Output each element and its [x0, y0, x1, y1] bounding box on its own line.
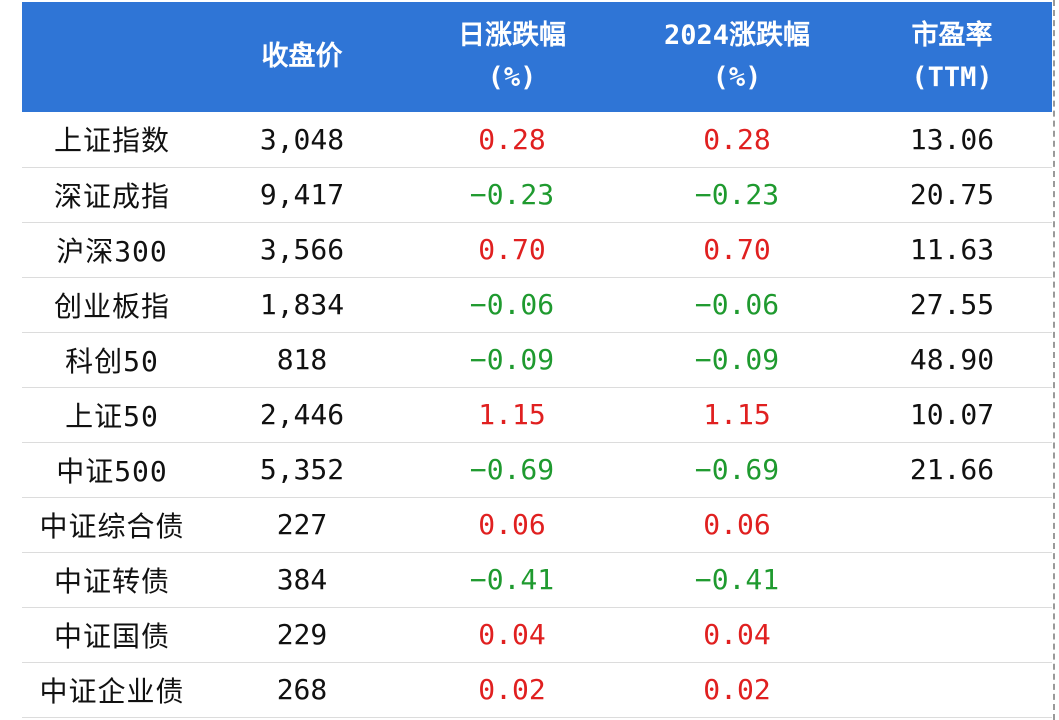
- daily-change-cell: 0.02: [478, 673, 546, 706]
- header-ytd-change: 2024涨跌幅 (%): [622, 2, 852, 112]
- close-price-cell: 384: [276, 563, 328, 596]
- close-price-cell: 1,834: [259, 288, 345, 321]
- close-price-cell: 5,352: [259, 453, 345, 486]
- daily-change-cell: 0.06: [478, 508, 546, 541]
- close-price-cell: 268: [276, 673, 328, 706]
- index-name-cell: 中证综合债: [39, 509, 185, 543]
- close-price-cell: 9,417: [259, 178, 345, 211]
- table-row: 上证50 2,446 1.15 1.15 10.07: [22, 387, 1052, 442]
- header-close-label: 收盘价: [261, 41, 343, 73]
- ytd-change-cell: −0.69: [694, 453, 780, 486]
- ytd-change-cell: 0.06: [703, 508, 771, 541]
- pe-ratio-cell: [852, 552, 1052, 607]
- pe-ratio-cell: 13.06: [909, 122, 995, 156]
- header-ytd-unit: (%): [712, 62, 762, 93]
- table-body: 上证指数 3,048 0.28 0.28 13.06 深证成指 9,417 −0…: [22, 112, 1052, 717]
- table-row: 深证成指 9,417 −0.23 −0.23 20.75: [22, 167, 1052, 222]
- market-index-table-container: 收盘价 日涨跌幅 (%) 2024涨跌幅 (%) 市盈率 (TTM) 上证指数: [22, 2, 1052, 718]
- index-name-cell: 中证国债: [53, 619, 170, 653]
- header-row: 收盘价 日涨跌幅 (%) 2024涨跌幅 (%) 市盈率 (TTM): [22, 2, 1052, 112]
- daily-change-cell: −0.23: [469, 178, 555, 211]
- header-close-price: 收盘价: [202, 2, 402, 112]
- header-daily-change: 日涨跌幅 (%): [402, 2, 622, 112]
- index-name-cell: 创业板指: [53, 289, 170, 323]
- pe-ratio-cell: 20.75: [909, 178, 995, 211]
- pe-ratio-cell: 21.66: [909, 453, 995, 486]
- header-ytd-label: 2024涨跌幅: [663, 20, 811, 52]
- table-row: 上证指数 3,048 0.28 0.28 13.06: [22, 112, 1052, 167]
- index-name-cell: 中证转债: [53, 564, 170, 598]
- ytd-change-cell: −0.23: [694, 178, 780, 211]
- daily-change-cell: 0.04: [478, 618, 546, 651]
- close-price-cell: 227: [276, 508, 328, 541]
- index-name-cell: 沪深300: [56, 234, 168, 268]
- index-name-cell: 中证企业债: [39, 674, 185, 708]
- table-row: 创业板指 1,834 −0.06 −0.06 27.55: [22, 277, 1052, 332]
- table-row: 沪深300 3,566 0.70 0.70 11.63: [22, 222, 1052, 277]
- daily-change-cell: 1.15: [478, 398, 546, 431]
- ytd-change-cell: 0.02: [703, 673, 771, 706]
- close-price-cell: 2,446: [259, 398, 345, 431]
- market-index-table: 收盘价 日涨跌幅 (%) 2024涨跌幅 (%) 市盈率 (TTM) 上证指数: [22, 2, 1052, 718]
- ytd-change-cell: −0.06: [694, 288, 780, 321]
- daily-change-cell: −0.69: [469, 453, 555, 486]
- pe-ratio-cell: 10.07: [909, 398, 995, 431]
- ytd-change-cell: 1.15: [703, 398, 771, 431]
- header-daily-label: 日涨跌幅: [458, 20, 566, 52]
- daily-change-cell: −0.09: [469, 343, 555, 376]
- table-row: 中证国债 229 0.04 0.04: [22, 607, 1052, 662]
- ytd-change-cell: −0.41: [694, 563, 780, 596]
- pe-ratio-cell: [852, 497, 1052, 552]
- daily-change-cell: 0.28: [478, 122, 546, 156]
- table-row: 中证综合债 227 0.06 0.06: [22, 497, 1052, 552]
- index-name-cell: 上证指数: [53, 124, 170, 158]
- index-name-cell: 上证50: [65, 399, 159, 433]
- ytd-change-cell: 0.28: [703, 122, 771, 156]
- ytd-change-cell: −0.09: [694, 343, 780, 376]
- table-row: 科创50 818 −0.09 −0.09 48.90: [22, 332, 1052, 387]
- table-header: 收盘价 日涨跌幅 (%) 2024涨跌幅 (%) 市盈率 (TTM): [22, 2, 1052, 112]
- close-price-cell: 818: [276, 343, 328, 376]
- dashed-page-border: [1053, 0, 1055, 720]
- table-row: 中证转债 384 −0.41 −0.41: [22, 552, 1052, 607]
- ytd-change-cell: 0.04: [703, 618, 771, 651]
- close-price-cell: 3,566: [259, 233, 345, 266]
- pe-ratio-cell: [852, 607, 1052, 662]
- header-pe-unit: (TTM): [911, 62, 993, 93]
- header-index-name: [22, 2, 202, 112]
- index-name-cell: 深证成指: [53, 179, 170, 213]
- header-pe-ratio: 市盈率 (TTM): [852, 2, 1052, 112]
- daily-change-cell: −0.06: [469, 288, 555, 321]
- pe-ratio-cell: [852, 662, 1052, 717]
- table-row: 中证500 5,352 −0.69 −0.69 21.66: [22, 442, 1052, 497]
- index-name-cell: 中证500: [56, 454, 168, 488]
- header-daily-unit: (%): [487, 62, 537, 93]
- ytd-change-cell: 0.70: [703, 233, 771, 266]
- close-price-cell: 3,048: [259, 122, 345, 156]
- index-name-cell: 科创50: [65, 344, 159, 378]
- pe-ratio-cell: 48.90: [909, 343, 995, 376]
- daily-change-cell: −0.41: [469, 563, 555, 596]
- daily-change-cell: 0.70: [478, 233, 546, 266]
- pe-ratio-cell: 11.63: [909, 233, 995, 266]
- pe-ratio-cell: 27.55: [909, 288, 995, 321]
- header-pe-label: 市盈率: [911, 20, 993, 52]
- table-row: 中证企业债 268 0.02 0.02: [22, 662, 1052, 717]
- close-price-cell: 229: [276, 618, 328, 651]
